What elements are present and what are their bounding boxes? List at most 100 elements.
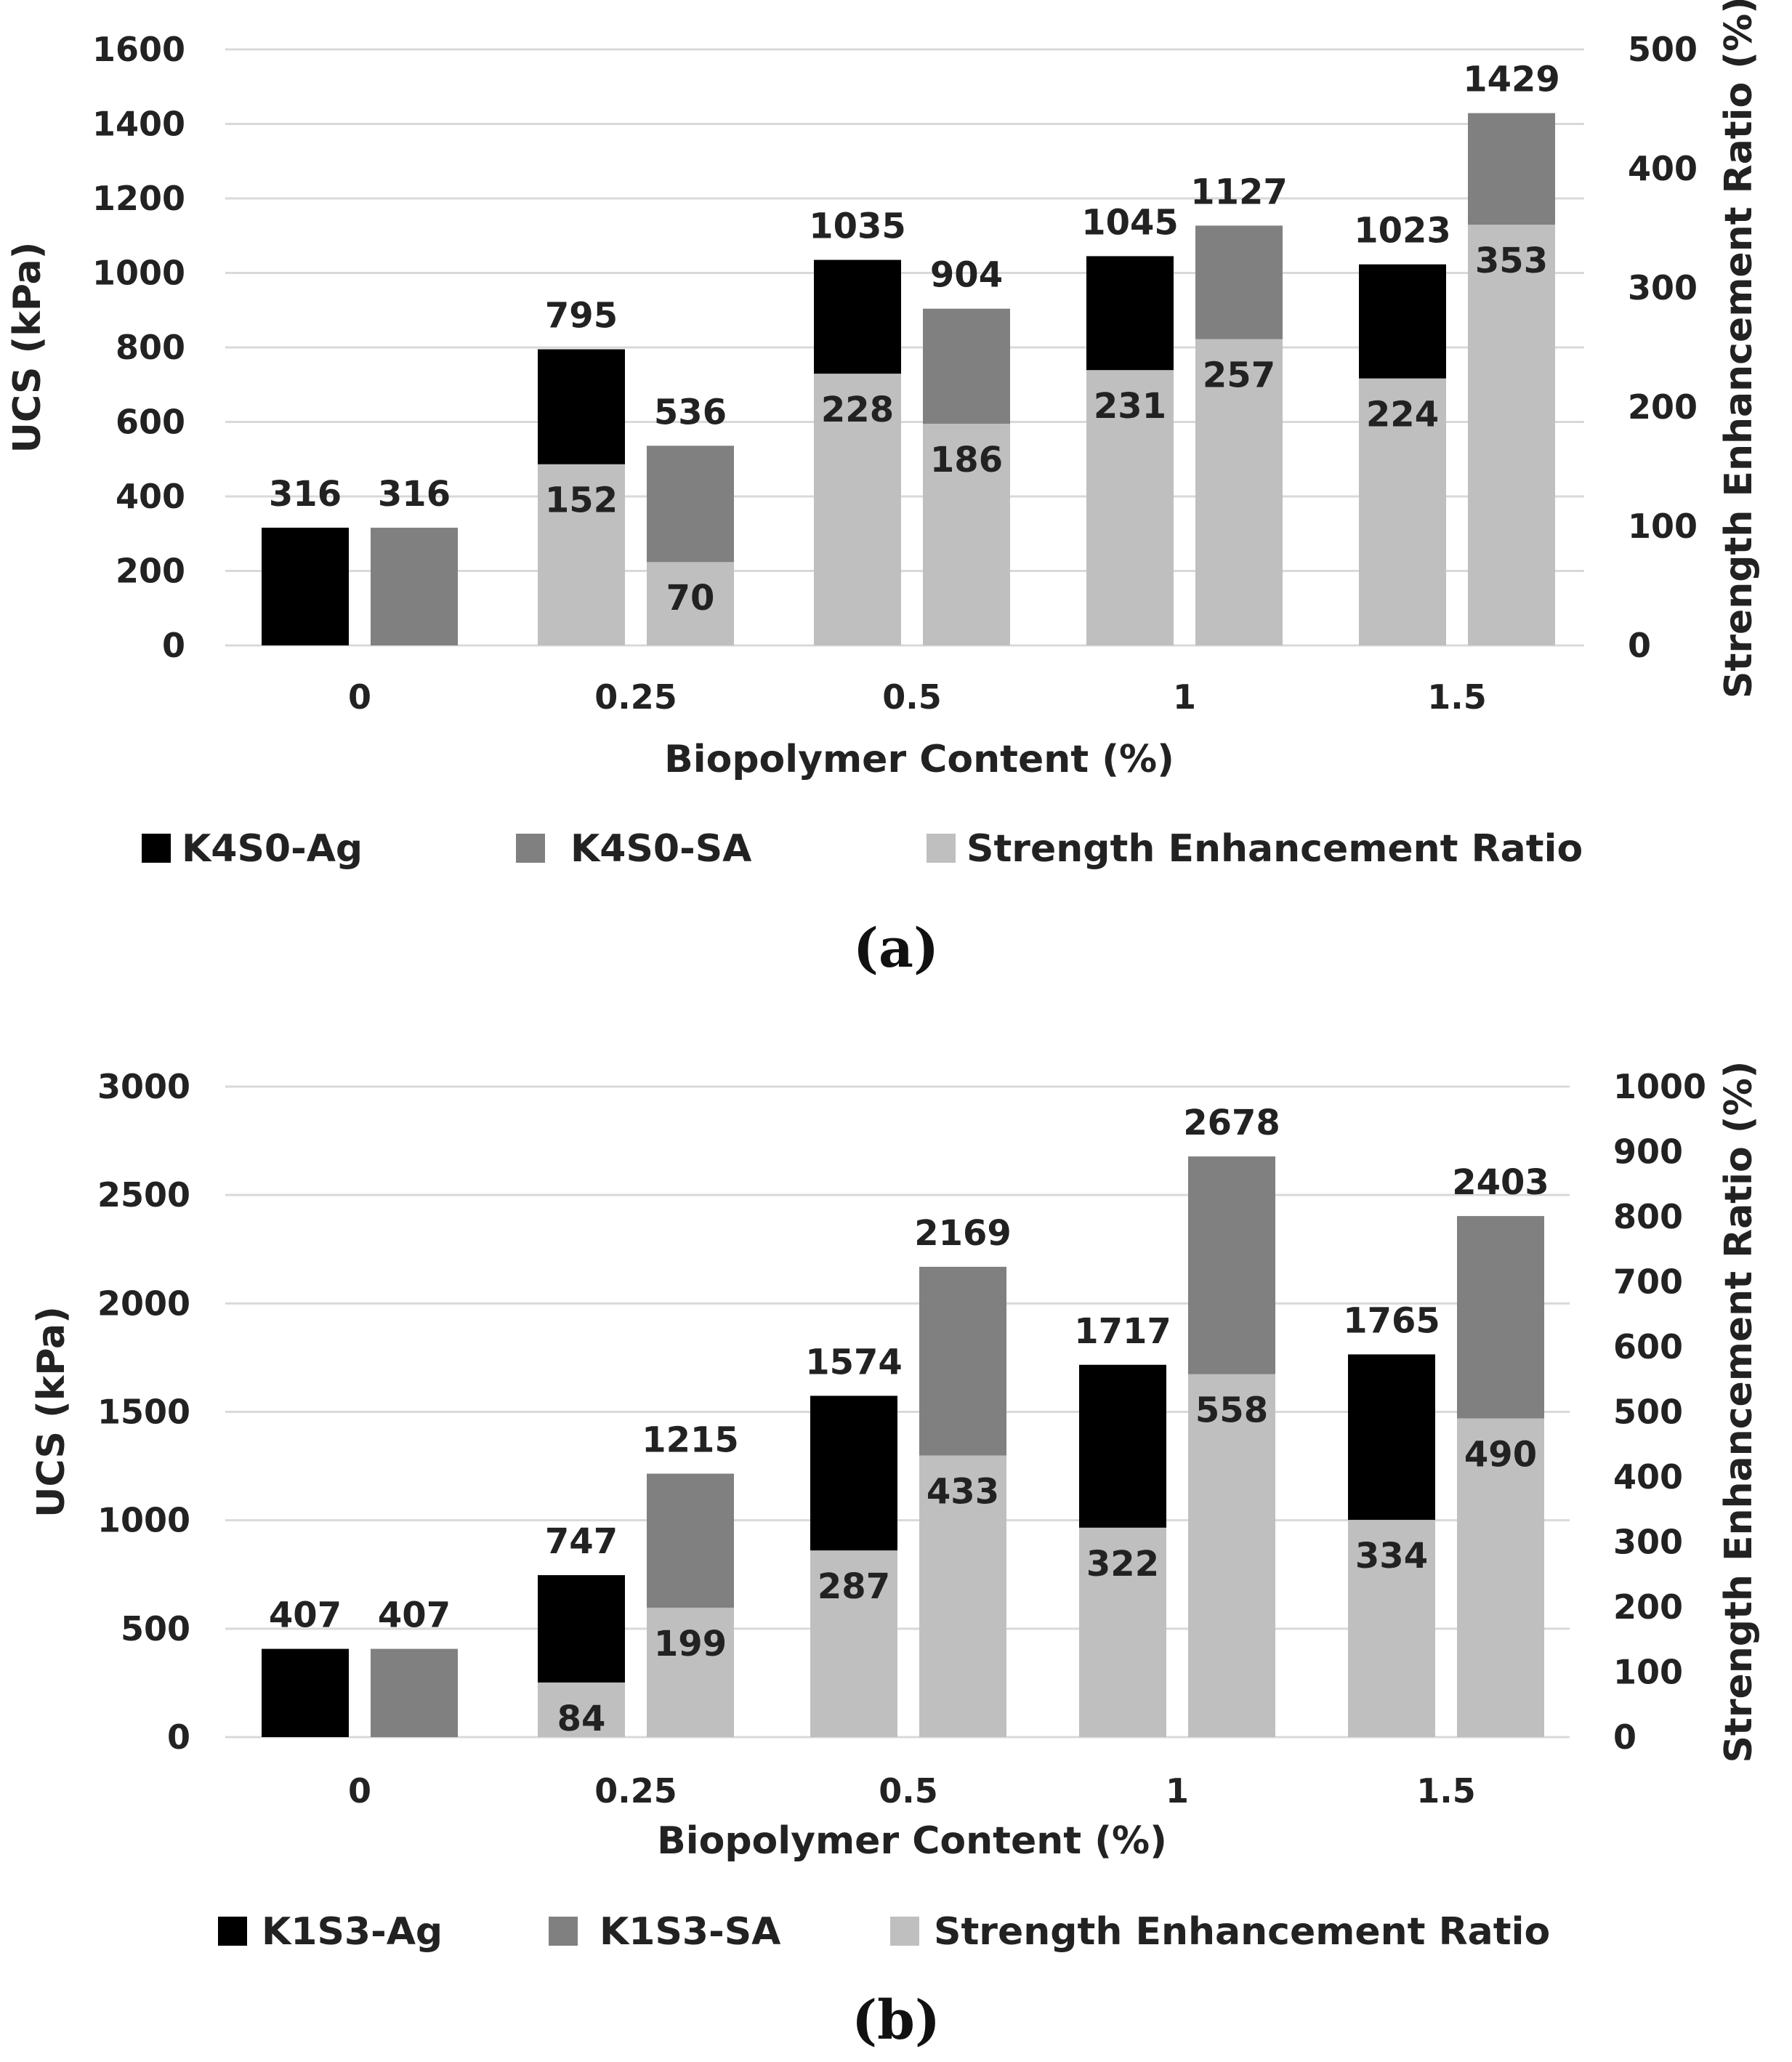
- ucs-data-label: 407: [269, 1595, 342, 1636]
- bar-k1s3-ag: [262, 1648, 349, 1737]
- ratio-data-label: 199: [654, 1624, 727, 1664]
- bar-k4s0-sa: [371, 528, 458, 645]
- y-tick-label: 1000: [92, 254, 185, 293]
- x-tick-label: 1: [1173, 677, 1196, 717]
- legend-label: Strength Enhancement Ratio: [934, 1910, 1550, 1954]
- y2-tick-label: 0: [1613, 1717, 1636, 1757]
- bar-strength-enhancement-ratio: [538, 1682, 625, 1737]
- ratio-data-label: 84: [557, 1699, 606, 1739]
- x-tick-label: 0: [348, 1771, 371, 1811]
- ratio-data-label: 70: [666, 578, 715, 619]
- y-tick-label: 1400: [92, 105, 185, 144]
- ucs-data-label: 2169: [914, 1213, 1012, 1254]
- y-tick-label: 1600: [92, 30, 185, 69]
- legend-swatch: [516, 834, 545, 863]
- bar-strength-enhancement-ratio: [1348, 1520, 1435, 1737]
- ucs-data-label: 316: [378, 474, 451, 515]
- y2-tick-label: 800: [1613, 1197, 1683, 1236]
- y2-tick-label: 100: [1613, 1653, 1683, 1692]
- bar-k1s3-sa: [371, 1648, 458, 1737]
- y-tick-label: 800: [116, 328, 185, 367]
- x-tick-label: 1.5: [1416, 1771, 1476, 1811]
- chart-a: 0 200 400 600 800 1000 1200 1400 1600 0 100 200 300 4…: [6, 0, 1761, 980]
- y2-axis-title: Strength Enhancement Ratio (%): [1717, 1061, 1761, 1763]
- bar-strength-enhancement-ratio: [923, 423, 1010, 645]
- y2-tick-label: 300: [1613, 1523, 1683, 1562]
- bar-strength-enhancement-ratio: [814, 374, 901, 645]
- ratio-data-label: 490: [1464, 1434, 1537, 1475]
- ucs-data-label: 1035: [809, 206, 906, 247]
- ratio-data-label: 224: [1366, 395, 1439, 435]
- ucs-data-label: 795: [545, 296, 618, 337]
- bar-strength-enhancement-ratio: [919, 1455, 1006, 1737]
- figure-caption: (b): [852, 1989, 940, 2052]
- y-tick-label: 0: [162, 626, 185, 665]
- y-tick-label: 0: [167, 1717, 190, 1757]
- x-tick-label: 1.5: [1427, 677, 1487, 717]
- bar-strength-enhancement-ratio: [1359, 378, 1446, 645]
- bar-strength-enhancement-ratio: [1188, 1374, 1275, 1737]
- legend-label: K1S3-Ag: [262, 1910, 443, 1954]
- ratio-data-label: 287: [818, 1566, 890, 1607]
- y-tick-label: 2000: [97, 1284, 190, 1323]
- ucs-data-label: 407: [378, 1595, 451, 1636]
- x-tick-label: 0.5: [882, 677, 942, 717]
- bar-strength-enhancement-ratio: [538, 464, 625, 645]
- ucs-data-label: 316: [269, 474, 342, 515]
- ucs-data-label: 904: [930, 255, 1003, 296]
- y2-tick-label: 500: [1628, 30, 1698, 69]
- ucs-data-label: 1765: [1343, 1300, 1440, 1341]
- legend-swatch: [142, 834, 171, 863]
- legend-label: K1S3-SA: [600, 1910, 780, 1954]
- y-tick-label: 3000: [97, 1067, 190, 1106]
- bar-strength-enhancement-ratio: [810, 1550, 897, 1737]
- ucs-data-label: 2678: [1183, 1103, 1280, 1143]
- ucs-data-label: 1045: [1081, 202, 1179, 243]
- y2-tick-label: 100: [1628, 507, 1698, 546]
- legend-swatch: [927, 834, 956, 863]
- x-axis-title: Biopolymer Content (%): [664, 738, 1174, 781]
- y2-tick-label: 300: [1628, 268, 1698, 307]
- x-axis-title: Biopolymer Content (%): [657, 1819, 1167, 1863]
- y2-tick-label: 0: [1628, 626, 1651, 665]
- y-axis-title: UCS (kPa): [30, 1306, 73, 1518]
- y2-tick-label: 400: [1628, 149, 1698, 188]
- ratio-data-label: 353: [1475, 241, 1548, 281]
- ratio-data-label: 433: [927, 1471, 999, 1512]
- y2-tick-label: 600: [1613, 1327, 1683, 1366]
- legend-swatch: [549, 1917, 578, 1946]
- bar-strength-enhancement-ratio: [1079, 1527, 1166, 1737]
- y2-tick-label: 200: [1613, 1587, 1683, 1627]
- figure-caption: (a): [853, 917, 939, 980]
- y2-tick-label: 400: [1613, 1457, 1683, 1497]
- bar-k4s0-ag: [262, 528, 349, 645]
- y-tick-label: 1200: [92, 179, 185, 218]
- legend-label: K4S0-Ag: [182, 827, 363, 871]
- ucs-data-label: 1023: [1354, 211, 1451, 251]
- ratio-data-label: 231: [1094, 386, 1166, 427]
- y-tick-label: 2500: [97, 1175, 190, 1215]
- y-tick-label: 400: [116, 477, 185, 516]
- y2-tick-label: 900: [1613, 1132, 1683, 1172]
- ucs-data-label: 747: [545, 1521, 618, 1562]
- ratio-data-label: 186: [930, 440, 1003, 480]
- bar-strength-enhancement-ratio: [647, 562, 734, 645]
- ucs-data-label: 1429: [1463, 60, 1560, 100]
- x-tick-label: 0.5: [879, 1771, 938, 1811]
- ratio-data-label: 558: [1195, 1390, 1268, 1431]
- ratio-data-label: 228: [821, 390, 894, 430]
- bar-strength-enhancement-ratio: [1457, 1418, 1544, 1737]
- legend-swatch: [218, 1917, 247, 1946]
- y-tick-label: 1000: [97, 1501, 190, 1540]
- bar-strength-enhancement-ratio: [1195, 339, 1283, 645]
- y2-tick-label: 700: [1613, 1262, 1683, 1302]
- y-axis-title: UCS (kPa): [6, 242, 49, 454]
- y2-tick-label: 200: [1628, 387, 1698, 427]
- ucs-data-label: 1215: [642, 1420, 739, 1461]
- ucs-data-label: 536: [654, 392, 727, 432]
- y-tick-label: 1500: [97, 1393, 190, 1432]
- legend-swatch: [890, 1917, 919, 1946]
- y-tick-label: 200: [116, 552, 185, 591]
- legend-label: Strength Enhancement Ratio: [966, 827, 1583, 871]
